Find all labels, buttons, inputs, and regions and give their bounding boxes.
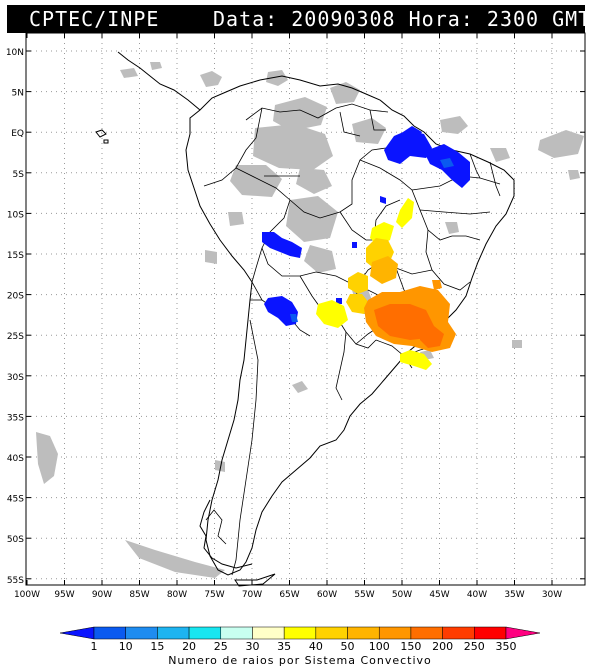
lon-label: 65W (279, 590, 299, 600)
colorbar-low-arrow (59, 626, 95, 640)
map-frame (25, 32, 586, 586)
colorbar (59, 626, 541, 640)
lon-label: 85W (129, 590, 149, 600)
date-label: Data: (213, 7, 279, 31)
lat-label: 5S (13, 170, 25, 180)
colorbar-tick-label: 100 (369, 640, 390, 653)
colorbar-segment (125, 626, 158, 640)
colorbar-segment (252, 626, 285, 640)
lat-label: 35S (7, 413, 24, 423)
colorbar-title: Numero de raios por Sistema Convectivo (168, 654, 432, 667)
lat-label: 15S (7, 251, 24, 261)
lat-label: 50S (7, 535, 24, 545)
longitude-labels: 100W 95W 90W 85W 80W 75W 70W 65W 60W 55W 50W 45W 40W… (14, 590, 562, 600)
lat-label: 30S (7, 373, 24, 383)
lon-label: 75W (204, 590, 224, 600)
colorbar-tick-label: 30 (245, 640, 259, 653)
lat-label: 10N (6, 48, 24, 58)
lon-label: 50W (392, 590, 412, 600)
colorbar-tick-label: 25 (214, 640, 228, 653)
lon-label: 95W (54, 590, 74, 600)
latitude-labels: 10N 5N EQ 5S 10S 15S 20S 25S 30S 35S 40S 45S 50S 55S (6, 48, 24, 586)
date-time-label: Data: 20090308 Hora: 2300 GMT (213, 5, 591, 33)
lat-label: EQ (11, 129, 24, 139)
colorbar-tick-label: 50 (341, 640, 355, 653)
source-label: CPTEC/INPE (29, 7, 160, 31)
colorbar-high-arrow (505, 626, 541, 640)
colorbar-tick-label: 250 (464, 640, 485, 653)
lon-label: 45W (429, 590, 449, 600)
lat-label: 25S (7, 332, 24, 342)
colorbar-segment (315, 626, 348, 640)
colorbar-tick-label: 1 (91, 640, 98, 653)
lon-label: 100W (14, 590, 40, 600)
colorbar-segment (157, 626, 190, 640)
lon-label: 70W (242, 590, 262, 600)
colorbar-segment (442, 626, 475, 640)
lat-label: 5N (12, 89, 24, 99)
colorbar-segment (93, 626, 126, 640)
lon-label: 30W (542, 590, 562, 600)
lon-label: 60W (317, 590, 337, 600)
lat-label: 45S (7, 495, 24, 505)
colorbar-segment (378, 626, 412, 640)
colorbar-tick-label: 350 (496, 640, 517, 653)
colorbar-tick-label: 15 (150, 640, 164, 653)
lat-label: 20S (7, 292, 24, 302)
axis-ticks (26, 33, 585, 585)
lon-label: 35W (504, 590, 524, 600)
colorbar-tick-label: 200 (432, 640, 453, 653)
coastlines (95, 51, 515, 587)
lon-label: 80W (167, 590, 187, 600)
colorbar-tick-labels: 1 10 15 20 25 30 35 40 50 100 150 200 250 350 (91, 640, 517, 653)
colorbar-segment (474, 626, 507, 640)
colorbar-segment (347, 626, 380, 640)
lightning-clusters (262, 126, 470, 370)
lat-label: 10S (7, 210, 24, 220)
lon-label: 55W (354, 590, 374, 600)
colorbar-segment (188, 626, 222, 640)
map-header: CPTEC/INPE Data: 20090308 Hora: 2300 GMT (7, 5, 590, 33)
lat-label: 40S (7, 454, 24, 464)
time-value: 2300 GMT (486, 7, 592, 31)
colorbar-tick-label: 20 (182, 640, 196, 653)
time-label: Hora: (408, 7, 474, 31)
colorbar-tick-label: 150 (400, 640, 421, 653)
colorbar-tick-label: 35 (277, 640, 291, 653)
colorbar-tick-label: 40 (309, 640, 323, 653)
colorbar-segment (283, 626, 317, 640)
date-value: 20090308 (291, 7, 396, 31)
colorbar-segment (220, 626, 253, 640)
grid-lines (26, 33, 585, 585)
lat-label: 55S (7, 576, 24, 586)
cloud-areas (36, 62, 584, 578)
lon-label: 90W (92, 590, 112, 600)
colorbar-segment (410, 626, 443, 640)
colorbar-tick-label: 10 (119, 640, 133, 653)
lon-label: 40W (467, 590, 487, 600)
